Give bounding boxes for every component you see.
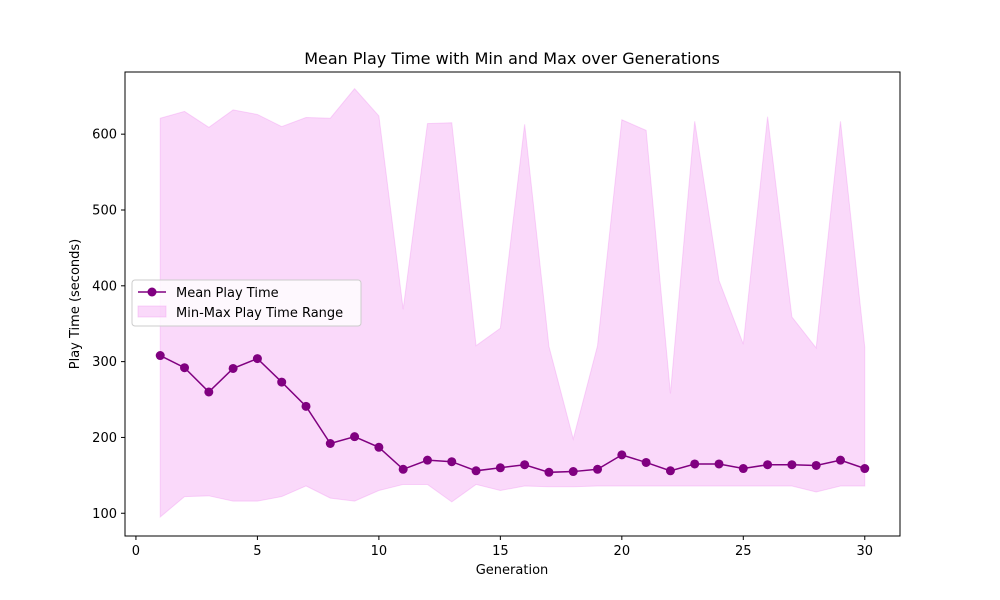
mean-point: [568, 467, 578, 477]
mean-point: [277, 377, 287, 387]
mean-point: [398, 464, 408, 474]
y-tick-label: 300: [92, 355, 117, 370]
mean-point: [520, 460, 530, 470]
mean-point: [301, 401, 311, 411]
min-max-band: [159, 87, 866, 519]
mean-point: [495, 463, 505, 473]
mean-point: [180, 363, 190, 373]
y-tick-label: 600: [92, 128, 117, 143]
x-tick-label: 25: [735, 544, 752, 559]
mean-point: [763, 460, 773, 470]
mean-point: [714, 459, 724, 469]
x-axis-label: Generation: [476, 563, 549, 578]
y-tick-label: 200: [92, 431, 117, 446]
mean-point: [787, 460, 797, 470]
x-tick-label: 10: [371, 544, 388, 559]
mean-point: [155, 351, 165, 361]
y-tick-label: 400: [92, 279, 117, 294]
x-tick-label: 0: [132, 544, 140, 559]
mean-point: [544, 467, 554, 477]
legend: Mean Play Time Min-Max Play Time Range: [131, 279, 362, 327]
x-tick-label: 5: [253, 544, 261, 559]
mean-point: [325, 439, 335, 448]
y-tick-label: 100: [92, 507, 117, 522]
x-tick-label: 15: [492, 544, 509, 559]
legend-marker-swatch: [147, 287, 157, 297]
mean-point: [374, 442, 384, 452]
mean-point: [617, 450, 627, 460]
mean-point: [835, 455, 845, 465]
mean-point: [350, 432, 360, 442]
axes: 0 5 10 15 20 25 30 100 200 300 400 500 600: [92, 128, 873, 559]
mean-point: [690, 459, 700, 469]
mean-point: [204, 387, 214, 397]
y-tick-label: 500: [92, 203, 117, 218]
legend-label-range: Min-Max Play Time Range: [176, 306, 343, 321]
mean-point: [811, 460, 821, 470]
plot-area: [155, 87, 870, 519]
legend-box: [131, 279, 362, 327]
mean-point: [252, 354, 262, 364]
mean-point: [447, 457, 457, 467]
mean-point: [471, 466, 481, 476]
x-tick-label: 20: [614, 544, 631, 559]
mean-point: [860, 464, 870, 474]
legend-band-swatch: [137, 305, 167, 318]
mean-point: [665, 466, 675, 476]
axes-frame: [124, 71, 901, 537]
mean-point: [641, 457, 651, 467]
x-tick-label: 30: [856, 544, 873, 559]
mean-point: [593, 464, 603, 474]
chart-title: Mean Play Time with Min and Max over Gen…: [304, 49, 720, 68]
legend-label-mean: Mean Play Time: [176, 286, 279, 301]
mean-point: [738, 464, 748, 474]
y-axis-label: Play Time (seconds): [68, 239, 83, 369]
mean-point: [228, 363, 238, 373]
mean-point: [422, 455, 432, 465]
